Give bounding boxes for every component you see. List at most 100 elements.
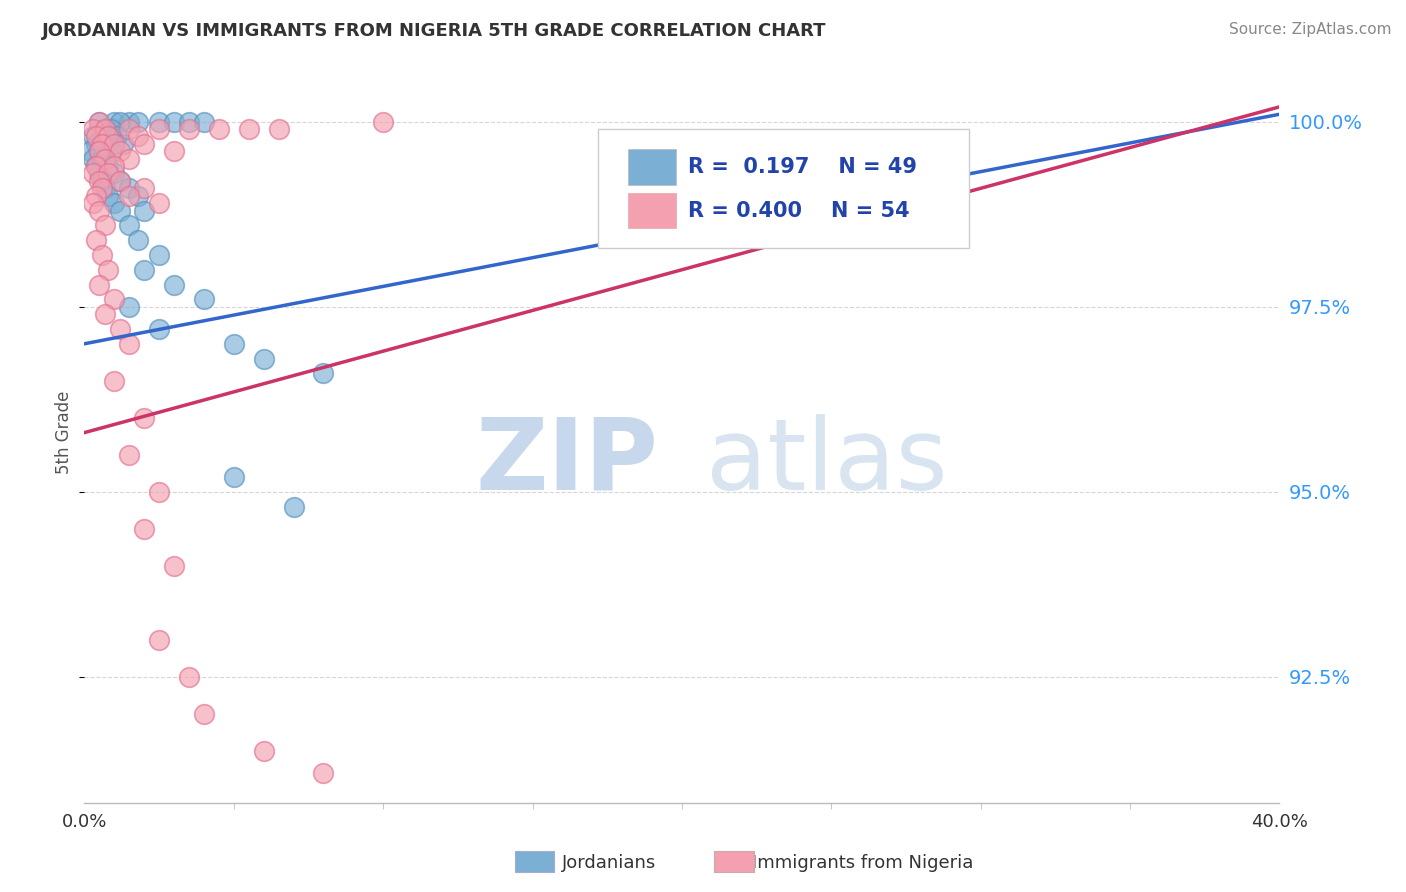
Point: [103, 196, 125, 211]
Point: [238, 122, 260, 136]
Point: [132, 136, 156, 151]
Point: [103, 159, 125, 173]
Point: [82, 167, 104, 181]
Point: [97, 262, 120, 277]
Point: [97, 188, 120, 202]
Point: [148, 248, 170, 262]
Point: [97, 129, 120, 144]
Point: [118, 219, 141, 233]
Text: atlas: atlas: [706, 414, 948, 511]
Point: [148, 114, 170, 128]
Text: ZIP: ZIP: [475, 414, 658, 511]
Point: [110, 203, 132, 218]
Point: [163, 277, 186, 292]
Point: [94, 122, 117, 136]
Point: [163, 145, 186, 159]
Point: [94, 181, 117, 195]
Point: [127, 114, 149, 128]
Point: [97, 167, 120, 181]
Point: [86, 188, 108, 202]
Text: Source: ZipAtlas.com: Source: ZipAtlas.com: [1229, 22, 1392, 37]
Point: [82, 122, 104, 136]
Point: [86, 159, 108, 173]
Point: [148, 196, 170, 211]
Text: R =  0.197    N = 49: R = 0.197 N = 49: [688, 157, 917, 177]
Text: JORDANIAN VS IMMIGRANTS FROM NIGERIA 5TH GRADE CORRELATION CHART: JORDANIAN VS IMMIGRANTS FROM NIGERIA 5TH…: [42, 22, 827, 40]
Point: [118, 300, 141, 314]
Point: [82, 196, 104, 211]
Point: [222, 336, 245, 351]
Point: [86, 136, 108, 151]
Point: [91, 248, 114, 262]
Point: [148, 122, 170, 136]
Point: [110, 145, 132, 159]
Point: [132, 410, 156, 425]
Point: [132, 522, 156, 536]
Point: [267, 122, 290, 136]
Point: [91, 129, 114, 144]
Point: [312, 766, 335, 780]
Point: [94, 219, 117, 233]
Point: [253, 744, 276, 758]
Point: [94, 122, 117, 136]
Point: [91, 181, 114, 195]
Y-axis label: 5th Grade: 5th Grade: [55, 391, 73, 475]
Point: [222, 470, 245, 484]
Point: [253, 351, 276, 366]
Point: [373, 114, 395, 128]
Point: [86, 159, 108, 173]
Point: [91, 152, 114, 166]
Point: [94, 136, 117, 151]
Point: [118, 152, 141, 166]
Point: [103, 374, 125, 388]
Point: [97, 129, 120, 144]
Point: [127, 233, 149, 247]
Text: Jordanians: Jordanians: [562, 855, 657, 872]
Point: [283, 500, 305, 514]
Point: [86, 233, 108, 247]
Point: [94, 307, 117, 321]
FancyBboxPatch shape: [599, 129, 969, 247]
Point: [110, 174, 132, 188]
Point: [91, 174, 114, 188]
Point: [103, 136, 125, 151]
Point: [86, 129, 108, 144]
Point: [103, 167, 125, 181]
Point: [89, 145, 111, 159]
Point: [89, 114, 111, 128]
Point: [112, 136, 135, 151]
Point: [89, 203, 111, 218]
Point: [148, 484, 170, 499]
Point: [94, 152, 117, 166]
Point: [193, 293, 215, 307]
Point: [118, 188, 141, 202]
Point: [127, 188, 149, 202]
Point: [79, 145, 101, 159]
Text: R = 0.400    N = 54: R = 0.400 N = 54: [688, 201, 910, 220]
Point: [110, 114, 132, 128]
Point: [97, 159, 120, 173]
Point: [208, 122, 231, 136]
FancyBboxPatch shape: [628, 149, 676, 185]
Point: [100, 145, 122, 159]
Point: [312, 367, 335, 381]
Point: [110, 322, 132, 336]
Point: [177, 670, 200, 684]
Text: Immigrants from Nigeria: Immigrants from Nigeria: [752, 855, 973, 872]
Point: [105, 129, 128, 144]
Point: [89, 145, 111, 159]
Point: [100, 122, 122, 136]
Point: [177, 122, 200, 136]
Point: [132, 203, 156, 218]
Point: [148, 322, 170, 336]
Point: [89, 277, 111, 292]
Point: [110, 174, 132, 188]
Point: [82, 129, 104, 144]
Point: [132, 262, 156, 277]
Point: [118, 122, 141, 136]
Point: [163, 114, 186, 128]
Point: [103, 114, 125, 128]
Point: [148, 632, 170, 647]
FancyBboxPatch shape: [628, 193, 676, 228]
Point: [127, 129, 149, 144]
